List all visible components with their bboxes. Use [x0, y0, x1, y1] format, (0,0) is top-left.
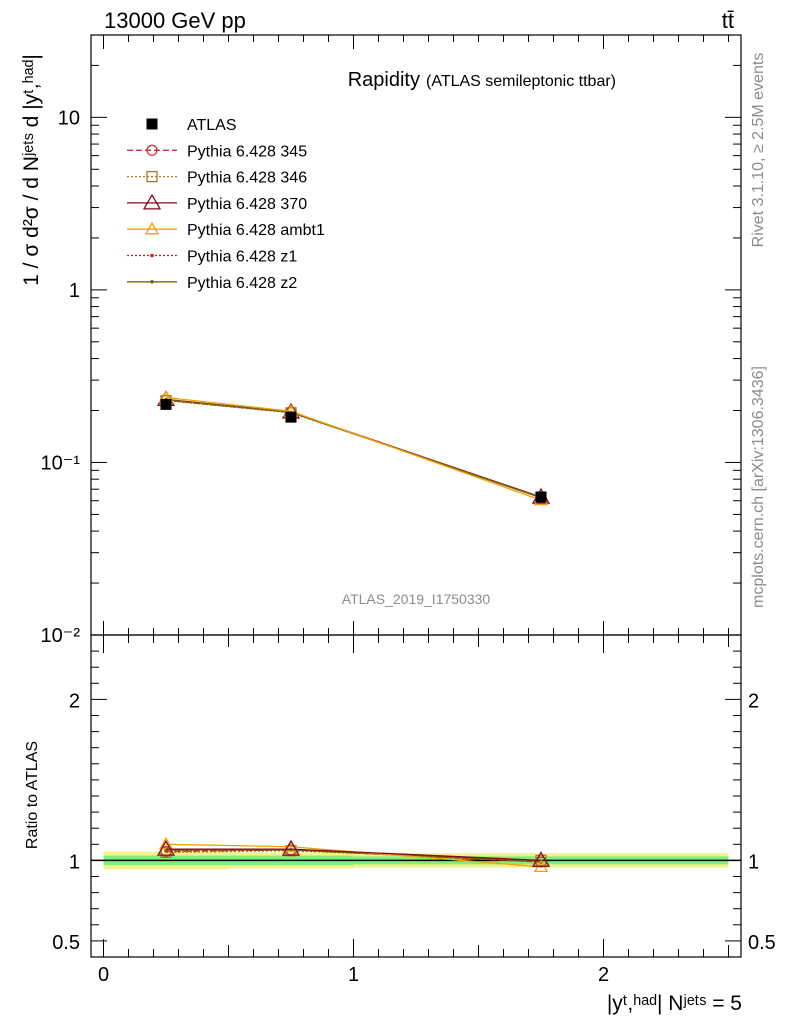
- series-z1: [164, 398, 543, 500]
- ratio-plot-panel: 2 2 1 1 0.5 0.5 0 1 2 Ratio to ATLAS |yᵗ,ʰᵃᵈ| N…: [24, 634, 776, 1015]
- analysis-watermark: ATLAS_2019_I1750330: [342, 591, 491, 607]
- chart-subtitle: (ATLAS semileptonic ttbar): [426, 73, 616, 90]
- series-line-z2: [165, 399, 542, 499]
- series-line-z1: [165, 399, 542, 499]
- series-p370: [156, 390, 551, 504]
- x-tick-label: 2: [598, 964, 609, 986]
- legend-item-z2: Pythia 6.428 z2: [127, 275, 297, 292]
- series-ambt1: [158, 390, 549, 506]
- series-atlas: [160, 398, 547, 503]
- legend-label: Pythia 6.428 z2: [187, 275, 297, 292]
- series-line-ambt1: [165, 843, 542, 868]
- data-point: [150, 280, 154, 284]
- y-tick-label: 10: [58, 107, 80, 129]
- legend-label: Pythia 6.428 370: [187, 196, 307, 213]
- data-point: [146, 118, 158, 130]
- rivet-label: Rivet 3.1.10, ≥ 2.5M events: [750, 53, 767, 248]
- mcplots-label: mcplots.cern.ch [arXiv:1306.3436]: [750, 366, 767, 608]
- data-point: [150, 253, 154, 258]
- y-tick-label-right: 0.5: [748, 932, 776, 954]
- data-point: [281, 839, 301, 856]
- legend-item-ambt1: Pythia 6.428 ambt1: [127, 221, 325, 239]
- x-tick-label: 1: [348, 964, 359, 986]
- data-point: [535, 491, 547, 503]
- data-point: [160, 398, 172, 410]
- main-y-axis-label: 1 / σ d²σ / d Nʲᵉᵗˢ d |yᵗ,ʰᵃᵈ|: [20, 54, 43, 286]
- energy-label: 13000 GeV pp: [104, 8, 246, 33]
- series-p346: [160, 395, 547, 503]
- series-line-p345: [165, 399, 542, 499]
- y-tick-label: 0.5: [52, 932, 80, 954]
- series-line-p370: [165, 398, 542, 498]
- legend-label: Pythia 6.428 z1: [187, 249, 297, 266]
- data-point: [144, 221, 160, 235]
- legend-item-p346: Pythia 6.428 346: [127, 170, 307, 187]
- y-tick-label-right: 1: [748, 851, 759, 873]
- main-plot-panel: Rapidity (ATLAS semileptonic ttbar) ATLA…: [20, 34, 742, 647]
- ratio-frame: [90, 634, 742, 958]
- x-tick-label: 0: [98, 964, 109, 986]
- y-tick-label: 10⁻¹: [41, 452, 81, 474]
- legend-item-atlas: ATLAS: [146, 117, 237, 134]
- y-tick-label-right: 2: [748, 690, 759, 712]
- x-axis-label: |yᵗ,ʰᵃᵈ| Nʲᵉᵗˢ = 5: [607, 992, 742, 1015]
- legend-item-z1: Pythia 6.428 z1: [127, 249, 297, 266]
- series-p370: [156, 839, 551, 868]
- data-point: [142, 193, 162, 210]
- legend-label: Pythia 6.428 345: [187, 143, 307, 160]
- data-point: [146, 170, 158, 183]
- y-tick-label: 2: [69, 690, 80, 712]
- legend-label: Pythia 6.428 346: [187, 170, 307, 187]
- chart-title: Rapidity: [348, 69, 420, 91]
- legend-item-p370: Pythia 6.428 370: [127, 193, 307, 213]
- data-point: [285, 411, 297, 423]
- y-tick-label: 1: [69, 851, 80, 873]
- series-line-ambt1: [165, 396, 542, 501]
- series-line-p346: [165, 400, 542, 498]
- process-label: tt̄: [722, 8, 734, 33]
- legend-item-p345: Pythia 6.428 345: [127, 143, 307, 160]
- series-p345: [160, 394, 547, 504]
- data-point: [160, 846, 172, 858]
- ratio-y-axis-label: Ratio to ATLAS: [24, 741, 41, 849]
- series-line-p370: [166, 848, 542, 862]
- y-tick-label: 10⁻²: [41, 625, 81, 647]
- legend: ATLAS Pythia 6.428 345 Pythia 6.428 346 Pyt…: [127, 117, 325, 292]
- data-point: [146, 144, 158, 156]
- data-point: [156, 839, 176, 856]
- series-z2: [164, 397, 543, 500]
- y-tick-label: 1: [69, 280, 80, 302]
- legend-label: ATLAS: [187, 117, 237, 134]
- data-point: [531, 851, 551, 868]
- legend-label: Pythia 6.428 ambt1: [187, 222, 325, 239]
